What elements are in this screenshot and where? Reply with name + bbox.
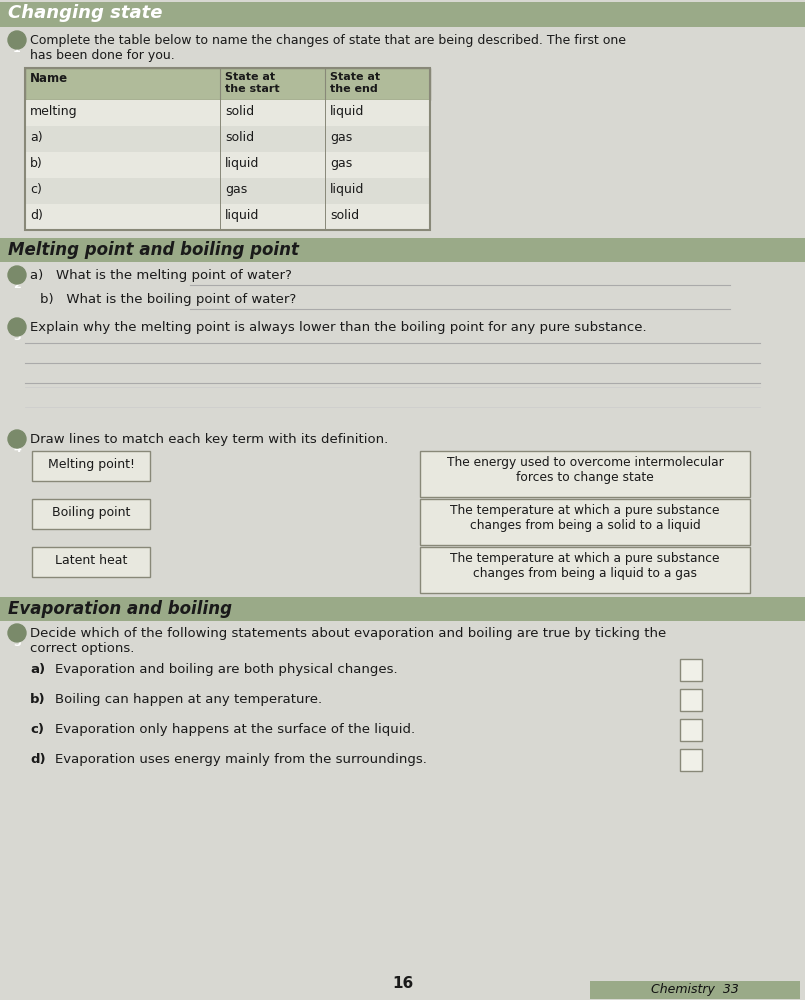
Text: 5: 5 xyxy=(13,638,21,648)
Text: Evaporation and boiling: Evaporation and boiling xyxy=(8,600,232,618)
Text: d): d) xyxy=(30,753,46,766)
Bar xyxy=(25,68,430,230)
Text: Changing state: Changing state xyxy=(8,4,163,22)
Bar xyxy=(680,749,702,771)
Text: solid: solid xyxy=(330,209,359,222)
Text: 16: 16 xyxy=(392,976,413,991)
Text: d): d) xyxy=(30,209,43,222)
Bar xyxy=(420,451,750,497)
Text: liquid: liquid xyxy=(225,209,259,222)
Text: State at
the end: State at the end xyxy=(330,72,380,94)
Circle shape xyxy=(8,430,26,448)
Circle shape xyxy=(8,31,26,49)
Text: gas: gas xyxy=(330,157,353,170)
Text: a): a) xyxy=(30,663,45,676)
Text: Chemistry  33: Chemistry 33 xyxy=(651,983,739,996)
Text: liquid: liquid xyxy=(225,157,259,170)
Text: Decide which of the following statements about evaporation and boiling are true : Decide which of the following statements… xyxy=(30,627,667,655)
Text: Evaporation only happens at the surface of the liquid.: Evaporation only happens at the surface … xyxy=(55,723,415,736)
Text: Boiling can happen at any temperature.: Boiling can happen at any temperature. xyxy=(55,693,322,706)
Bar xyxy=(32,547,150,577)
Text: Explain why the melting point is always lower than the boiling point for any pur: Explain why the melting point is always … xyxy=(30,321,646,334)
Bar xyxy=(25,68,430,100)
Text: b)   What is the boiling point of water?: b) What is the boiling point of water? xyxy=(40,293,296,306)
Text: 2: 2 xyxy=(13,279,21,290)
Bar xyxy=(420,547,750,593)
Text: 4: 4 xyxy=(13,444,21,454)
Text: Name: Name xyxy=(30,72,68,85)
Text: Evaporation uses energy mainly from the surroundings.: Evaporation uses energy mainly from the … xyxy=(55,753,427,766)
Text: c): c) xyxy=(30,723,44,736)
Bar xyxy=(680,659,702,681)
Text: a)   What is the melting point of water?: a) What is the melting point of water? xyxy=(30,269,292,282)
Text: c): c) xyxy=(30,183,42,196)
Text: a): a) xyxy=(30,131,43,144)
Text: The temperature at which a pure substance
changes from being a liquid to a gas: The temperature at which a pure substanc… xyxy=(450,552,720,580)
Bar xyxy=(32,451,150,481)
Text: Melting point and boiling point: Melting point and boiling point xyxy=(8,241,299,259)
Text: The temperature at which a pure substance
changes from being a solid to a liquid: The temperature at which a pure substanc… xyxy=(450,504,720,532)
Text: Complete the table below to name the changes of state that are being described. : Complete the table below to name the cha… xyxy=(30,34,626,62)
Bar xyxy=(0,2,805,27)
Text: Evaporation and boiling are both physical changes.: Evaporation and boiling are both physica… xyxy=(55,663,398,676)
Bar xyxy=(25,100,430,126)
Text: Latent heat: Latent heat xyxy=(55,554,127,567)
Text: b): b) xyxy=(30,693,46,706)
Text: Boiling point: Boiling point xyxy=(52,506,130,519)
Text: Melting point!: Melting point! xyxy=(47,458,134,471)
Bar xyxy=(590,981,800,999)
Text: liquid: liquid xyxy=(330,105,365,118)
Circle shape xyxy=(8,624,26,642)
Bar xyxy=(0,238,805,262)
Text: Draw lines to match each key term with its definition.: Draw lines to match each key term with i… xyxy=(30,433,388,446)
Text: melting: melting xyxy=(30,105,77,118)
Text: solid: solid xyxy=(225,105,254,118)
Bar xyxy=(680,689,702,711)
Text: solid: solid xyxy=(225,131,254,144)
Text: b): b) xyxy=(30,157,43,170)
Text: 3: 3 xyxy=(13,332,21,342)
Bar xyxy=(420,499,750,545)
Bar xyxy=(25,204,430,230)
Bar xyxy=(680,719,702,741)
Bar xyxy=(25,178,430,204)
Circle shape xyxy=(8,318,26,336)
Bar xyxy=(0,597,805,621)
Text: gas: gas xyxy=(225,183,247,196)
Bar xyxy=(25,126,430,152)
Text: 1: 1 xyxy=(13,44,21,54)
Text: State at
the start: State at the start xyxy=(225,72,279,94)
Bar xyxy=(25,152,430,178)
Bar xyxy=(32,499,150,529)
Text: The energy used to overcome intermolecular
forces to change state: The energy used to overcome intermolecul… xyxy=(447,456,724,484)
Circle shape xyxy=(8,266,26,284)
Text: gas: gas xyxy=(330,131,353,144)
Text: liquid: liquid xyxy=(330,183,365,196)
